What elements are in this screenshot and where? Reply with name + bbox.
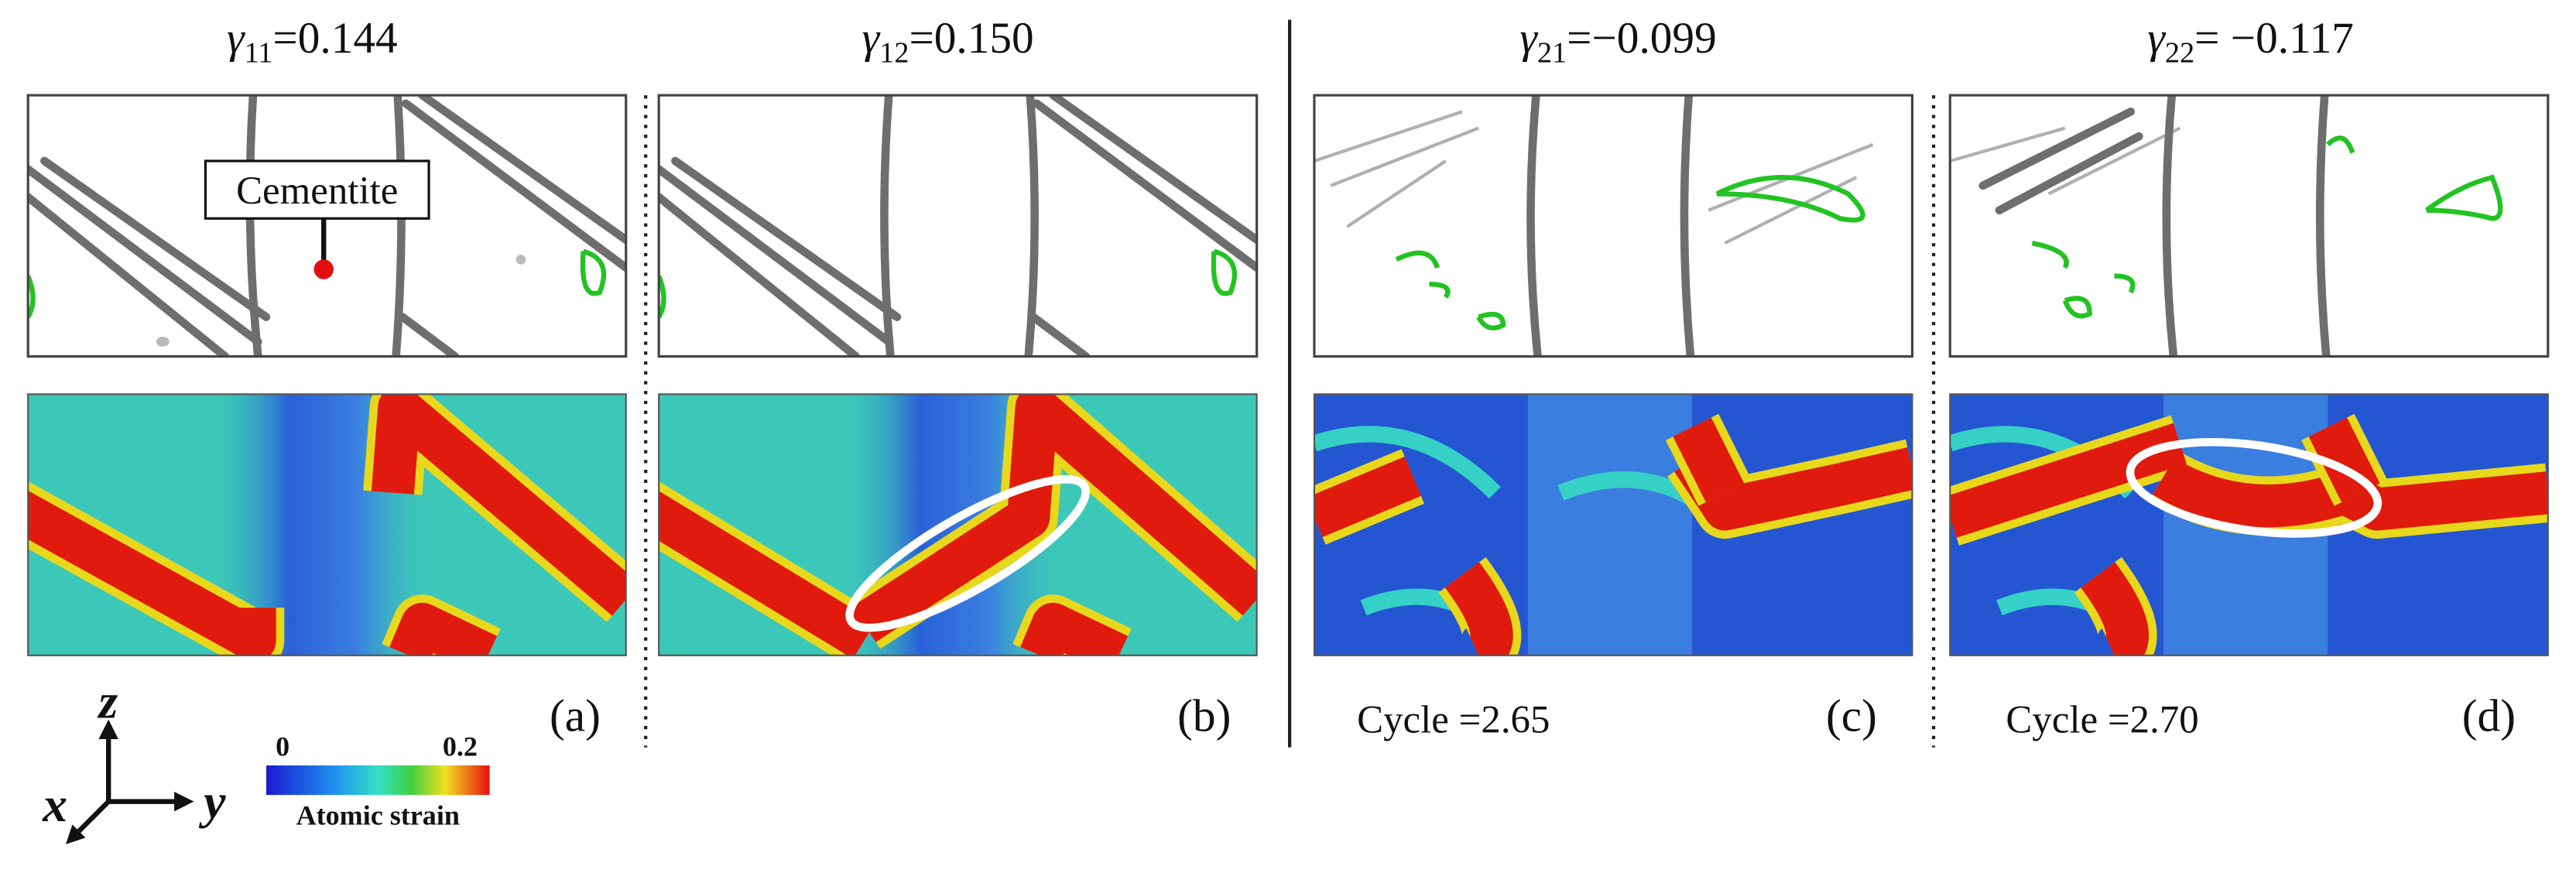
highlight-ellipse: [2126, 437, 2382, 538]
strain-map: [1313, 393, 1913, 656]
colorbar-title: Atomic strain: [296, 799, 460, 830]
subscript: 11: [245, 37, 273, 70]
callout-dot: [313, 259, 334, 279]
panel-label: (a): [550, 690, 601, 741]
annotation: Cementite: [236, 169, 398, 213]
axis-triad: [66, 719, 194, 844]
panel-label: (b): [1177, 690, 1231, 741]
axis-label: x: [42, 777, 67, 832]
value: =0.150: [909, 14, 1033, 63]
strain-map: [1949, 393, 2549, 656]
subscript: 12: [879, 37, 909, 70]
panel-label: (d): [2462, 690, 2516, 741]
strain-map: [27, 393, 627, 656]
cycle-label: Cycle =2.65: [1357, 699, 1550, 742]
panel-title: γ12=0.150: [862, 14, 1034, 70]
dislocation-image: [26, 94, 628, 358]
subscript: 21: [1537, 37, 1567, 70]
dislocation-image: [657, 94, 1259, 358]
highlight-ellipse: [845, 474, 1090, 632]
panel-title: γ22= −0.117: [2147, 14, 2354, 70]
colorbar-min: 0: [276, 731, 289, 762]
axis-label: z: [97, 673, 118, 728]
symbol: γ: [1519, 14, 1538, 63]
panel-title: γ11=0.144: [227, 14, 398, 70]
colorbar: [265, 765, 490, 796]
strain-map: [658, 393, 1258, 656]
axis-label: y: [198, 774, 226, 829]
subscript: 22: [2165, 37, 2194, 70]
dislocation-image: [1313, 94, 1914, 358]
dislocation-image: [1948, 94, 2550, 358]
cycle-label: Cycle =2.70: [2006, 699, 2198, 742]
value: =−0.099: [1567, 14, 1717, 63]
symbol: γ: [2147, 14, 2166, 63]
panel-title: γ21=−0.099: [1519, 14, 1716, 70]
symbol: γ: [862, 14, 881, 63]
symbol: γ: [227, 14, 245, 63]
panel-label: (c): [1826, 690, 1877, 741]
value: =0.144: [272, 14, 397, 63]
colorbar-max: 0.2: [443, 731, 478, 762]
callout-box: [204, 159, 430, 220]
value: = −0.117: [2194, 14, 2354, 63]
